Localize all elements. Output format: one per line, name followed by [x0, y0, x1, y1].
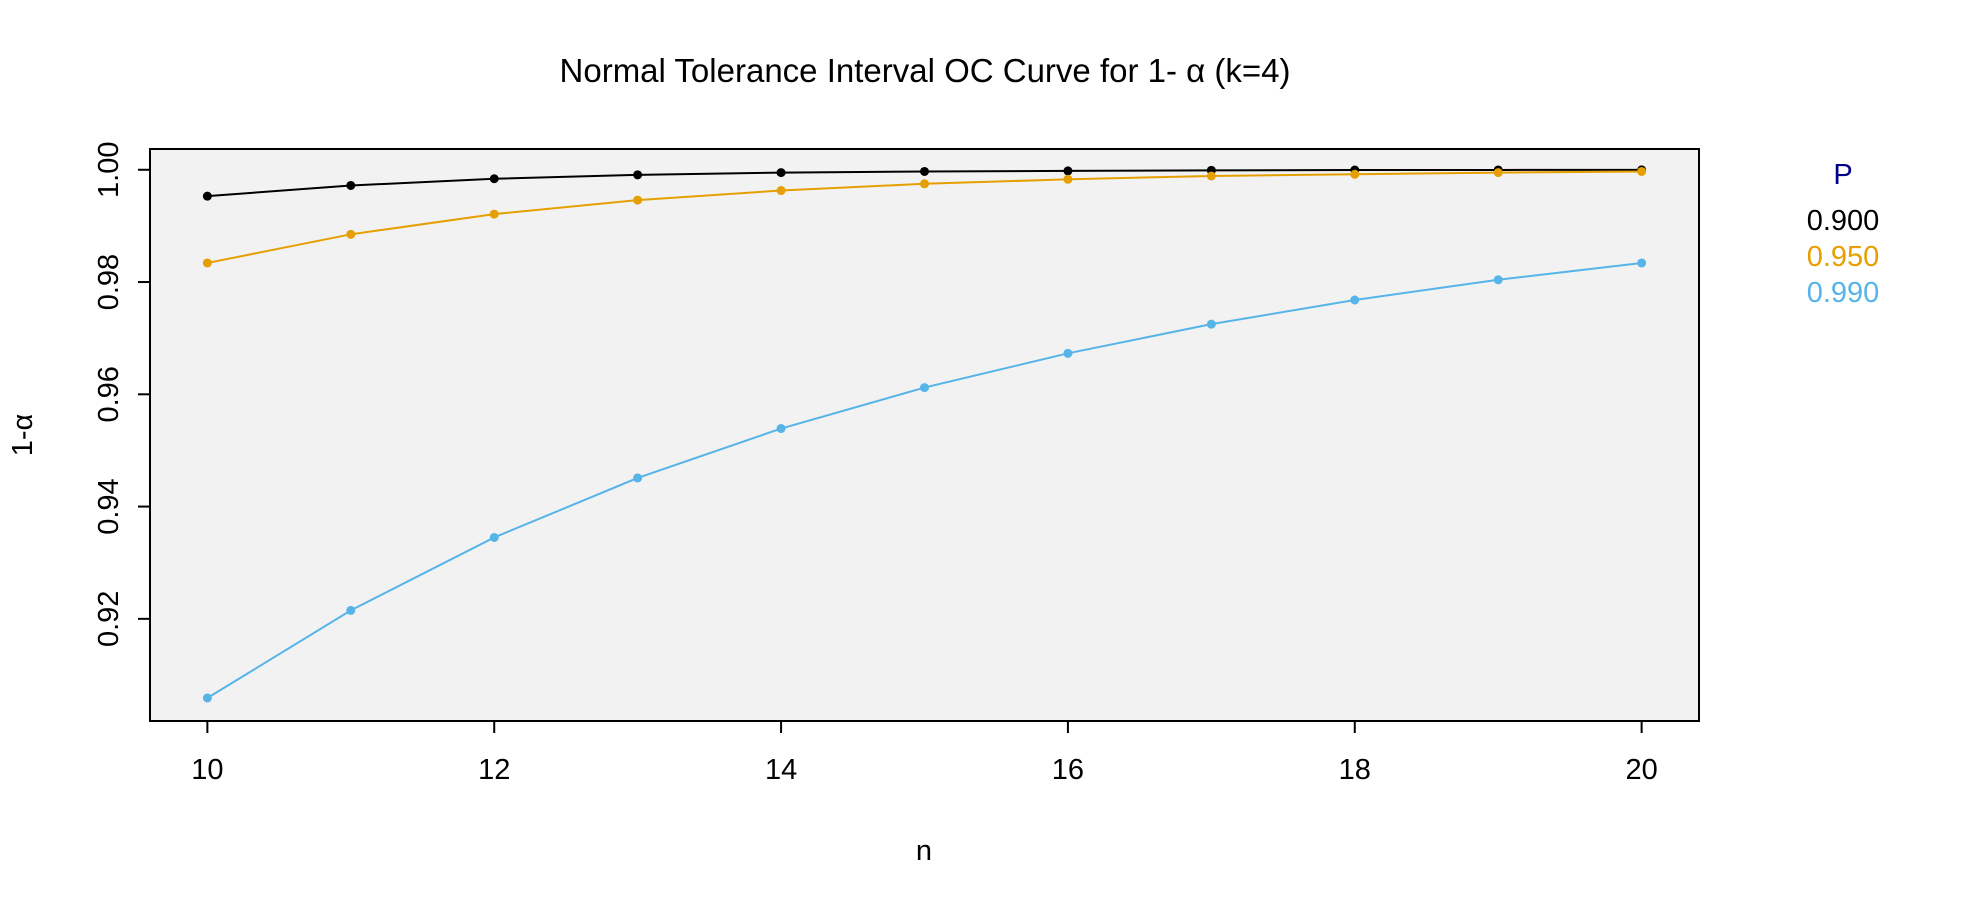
plot-area: [149, 148, 1700, 722]
data-point: [346, 180, 356, 190]
data-point: [1206, 319, 1216, 329]
data-point: [346, 605, 356, 615]
data-point: [1637, 258, 1647, 268]
legend-item: 0.950: [1807, 241, 1880, 273]
y-tick-label: 0.92: [93, 591, 125, 647]
data-point: [920, 179, 929, 189]
x-tick-label: 10: [191, 754, 223, 786]
y-tick-label: 1.00: [93, 142, 125, 198]
data-point: [1206, 171, 1216, 181]
y-tick-label: 0.94: [93, 478, 125, 534]
data-point: [1063, 174, 1073, 184]
legend-title: P: [1833, 159, 1852, 191]
legend-item: 0.900: [1807, 205, 1880, 237]
data-point: [202, 693, 212, 703]
legend: P 0.900 0.950 0.990: [1807, 159, 1880, 309]
y-axis: 0.92 0.94 0.96 0.98 1.00: [93, 142, 151, 647]
data-point: [633, 195, 643, 205]
data-point: [1350, 169, 1360, 179]
data-point: [633, 473, 643, 483]
data-point: [633, 170, 643, 180]
data-point: [202, 258, 212, 268]
x-tick-label: 14: [765, 754, 797, 786]
data-point: [1637, 166, 1647, 176]
y-tick-label: 0.96: [93, 366, 125, 422]
data-point: [489, 174, 499, 184]
series-layer: [202, 165, 1647, 703]
data-point: [920, 166, 929, 176]
data-point: [1493, 168, 1503, 178]
x-tick-label: 12: [478, 754, 510, 786]
data-point: [1063, 348, 1073, 358]
data-point: [776, 168, 786, 178]
data-point: [489, 209, 499, 219]
data-point: [1493, 275, 1503, 285]
legend-item: 0.990: [1807, 277, 1880, 309]
data-point: [1063, 166, 1073, 176]
data-point: [489, 532, 499, 542]
data-point: [346, 229, 356, 239]
x-tick-label: 18: [1339, 754, 1371, 786]
data-point: [776, 424, 786, 434]
data-point: [1350, 295, 1360, 305]
y-axis-label: 1-α: [7, 414, 39, 457]
x-tick-label: 20: [1625, 754, 1657, 786]
data-point: [920, 383, 929, 393]
data-point: [776, 186, 786, 196]
data-point: [202, 191, 212, 201]
x-axis-label: n: [916, 835, 932, 867]
y-tick-label: 0.98: [93, 254, 125, 310]
x-axis: 10 12 14 16 18 20: [191, 720, 1658, 786]
x-tick-label: 16: [1052, 754, 1084, 786]
chart-title: Normal Tolerance Interval OC Curve for 1…: [560, 52, 1291, 89]
